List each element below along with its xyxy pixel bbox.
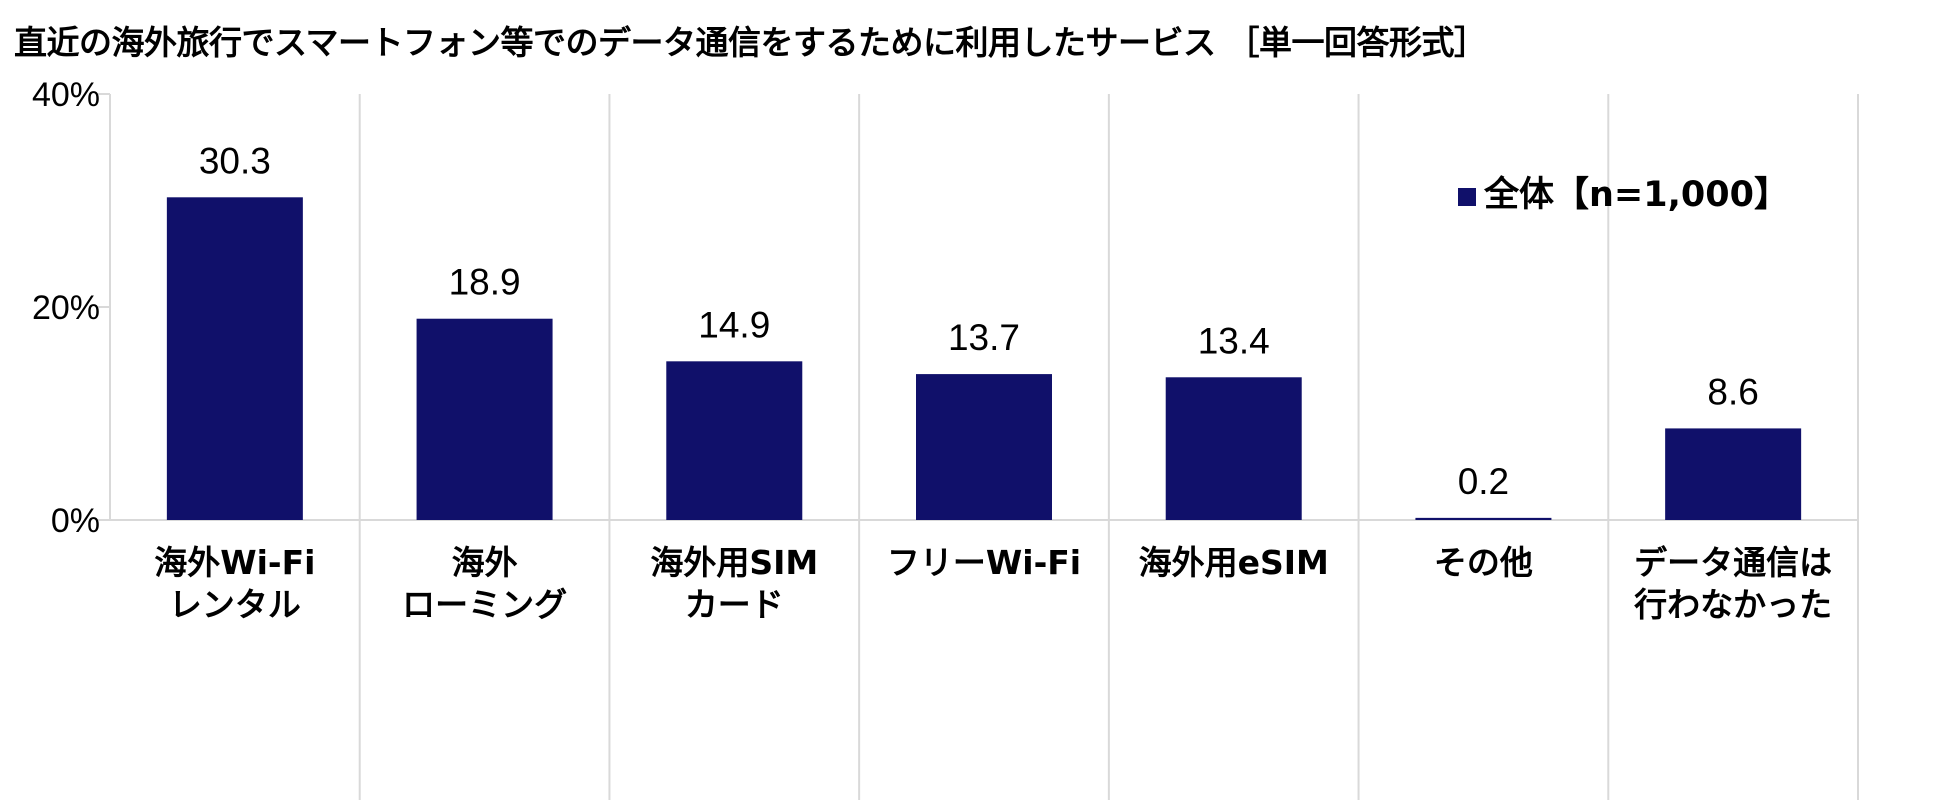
bar: [916, 374, 1052, 520]
chart-title: 直近の海外旅行でスマートフォン等でのデータ通信をするために利用したサービス ［単…: [14, 23, 1487, 62]
legend-swatch: [1458, 188, 1476, 206]
legend: 全体【n=1,000】: [1458, 174, 1789, 215]
category-label-line: データ通信は: [1634, 543, 1832, 582]
category-label-line: 海外Wi-Fi: [154, 543, 315, 582]
y-tick-label: 0%: [51, 502, 100, 540]
bar: [1415, 517, 1552, 520]
label-layer: 30.3 海外Wi-Fi レンタル 18.9 海外ローミング 14.9 海外用SIM カード 1…: [154, 140, 1832, 624]
category-label-line: 海外: [452, 543, 518, 582]
category-label: 海外Wi-Fi レンタル: [154, 543, 315, 624]
legend-label: 全体【n=1,000】: [1483, 174, 1789, 215]
category-label: 海外ローミング: [402, 543, 567, 624]
bar: [416, 318, 553, 520]
grid-layer: [109, 94, 1859, 800]
bar: [1165, 377, 1302, 520]
category-label-line: ローミング: [402, 585, 567, 624]
y-tick-label: 40%: [32, 76, 100, 114]
category-label-line: 行わなかった: [1633, 585, 1832, 624]
category-label-line: レンタル: [169, 585, 301, 624]
data-label: 13.7: [948, 317, 1020, 358]
bar-layer: [166, 197, 1802, 520]
bar: [1665, 428, 1802, 520]
category-label-line: フリーWi-Fi: [887, 543, 1081, 582]
category-label-line: その他: [1434, 543, 1533, 582]
bar: [166, 197, 303, 520]
category-label: 海外用SIM カード: [650, 543, 818, 624]
category-label: フリーWi-Fi: [887, 543, 1081, 582]
category-label-line: 海外用SIM: [650, 543, 818, 582]
data-label: 0.2: [1458, 461, 1509, 502]
category-label: 海外用eSIM: [1139, 543, 1329, 582]
category-label-line: カード: [685, 585, 784, 624]
y-tick-label: 20%: [32, 289, 100, 327]
data-label: 14.9: [698, 304, 770, 345]
category-label-line: 海外用eSIM: [1139, 543, 1329, 582]
data-label: 13.4: [1198, 320, 1270, 361]
category-label: データ通信は行わなかった: [1633, 543, 1832, 624]
bar: [666, 361, 803, 520]
category-label: その他: [1434, 543, 1533, 582]
data-label: 18.9: [449, 262, 521, 303]
data-label: 30.3: [199, 140, 271, 181]
data-label: 8.6: [1707, 371, 1758, 412]
